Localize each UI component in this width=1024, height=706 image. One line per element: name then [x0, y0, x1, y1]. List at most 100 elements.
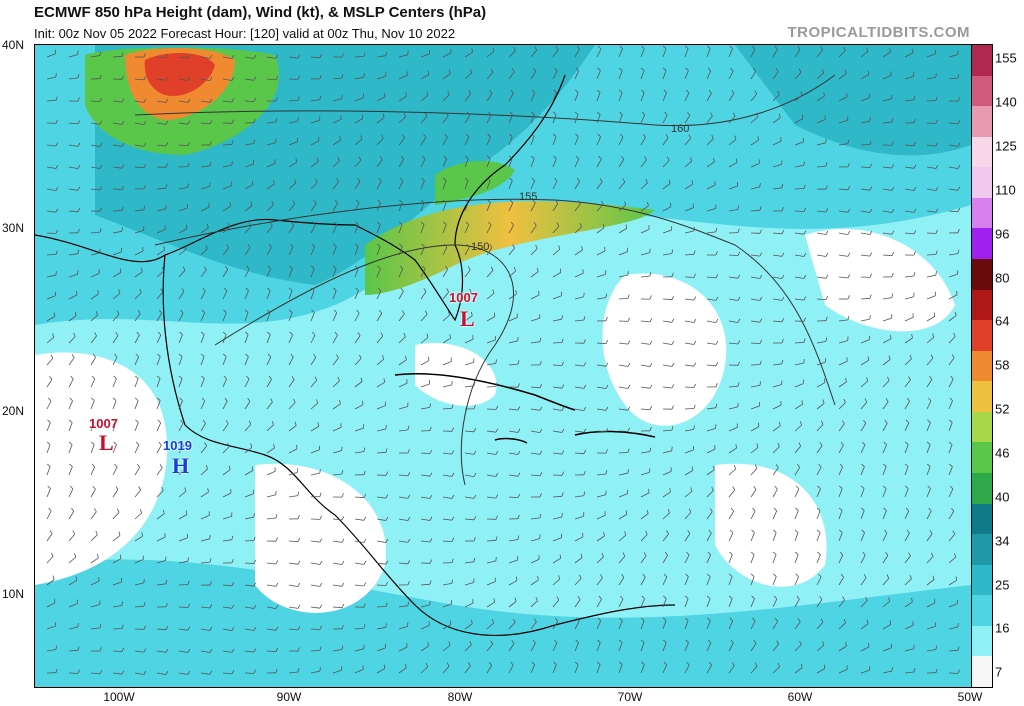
wind-barb	[684, 554, 690, 564]
wind-barb	[464, 51, 473, 58]
wind-barb-flag	[469, 640, 472, 645]
wind-barb-flag	[248, 222, 252, 227]
wind-barb-flag	[532, 199, 536, 204]
wind-barb	[618, 642, 623, 652]
wind-barb-flag	[842, 596, 845, 601]
wind-barb-flag	[795, 507, 799, 511]
wind-barb-flag	[822, 399, 825, 404]
wind-barb	[662, 92, 667, 102]
wind-barb-flag	[839, 551, 844, 556]
wind-barb	[948, 400, 953, 410]
wind-barb-flag	[645, 530, 648, 535]
wind-barb-flag	[312, 221, 316, 226]
wind-barb-flag	[715, 227, 718, 232]
wind-barb-flag	[737, 382, 740, 387]
wind-barb-flag	[376, 221, 381, 225]
wind-barb-flag	[950, 375, 954, 380]
wind-barb-flag	[579, 222, 582, 227]
wind-barb	[156, 672, 166, 675]
wind-barb-flag	[803, 338, 806, 343]
wind-barb-flag	[869, 273, 872, 278]
wind-barb	[464, 292, 472, 300]
wind-barb-flag	[801, 114, 804, 119]
wind-barb	[904, 444, 909, 454]
wind-barb-flag	[957, 74, 960, 79]
wind-barb-flag	[690, 487, 693, 492]
wind-barb	[508, 452, 518, 455]
wind-barb	[200, 400, 206, 410]
wind-barb	[948, 54, 958, 58]
wind-barb	[288, 448, 298, 454]
wind-barb-flag	[451, 450, 455, 455]
wind-barb-flag	[187, 162, 190, 167]
wind-barb-flag	[49, 530, 53, 534]
wind-barb-flag	[363, 470, 366, 475]
wind-barb-flag	[864, 398, 868, 403]
wind-barb-flag	[205, 465, 208, 470]
wind-barb	[354, 181, 361, 190]
wind-barb-flag	[134, 375, 139, 379]
wind-barb	[332, 290, 337, 300]
wind-barb	[200, 78, 210, 81]
wind-barb	[332, 450, 342, 454]
wind-barb	[266, 517, 276, 520]
wind-barb-flag	[227, 442, 230, 447]
wind-barb-flag	[820, 618, 824, 623]
wind-barb	[596, 70, 601, 80]
wind-barb-flag	[554, 177, 558, 182]
wind-barb	[948, 466, 953, 476]
wind-barb	[332, 426, 342, 432]
wind-barb	[112, 210, 123, 212]
wind-barb	[134, 605, 145, 608]
wind-barb	[684, 620, 689, 630]
wind-barb	[530, 317, 540, 322]
wind-barb	[662, 160, 670, 168]
colorbar-segment	[972, 228, 992, 259]
wind-barb	[420, 116, 428, 124]
wind-barb-flag	[201, 375, 205, 379]
wind-barb-flag	[733, 465, 737, 470]
wind-barb	[222, 247, 230, 256]
wind-barb	[816, 599, 823, 608]
wind-barb-flag	[888, 597, 891, 602]
wind-barb-flag	[77, 186, 81, 191]
wind-barb-flag	[49, 375, 53, 380]
wind-barb	[860, 120, 870, 124]
wind-barb	[794, 383, 804, 388]
wind-barb	[618, 48, 623, 58]
wind-barb	[640, 642, 645, 652]
wind-barb-flag	[315, 178, 318, 183]
wind-barb-flag	[334, 199, 338, 204]
wind-barb	[750, 276, 760, 279]
wind-barb	[200, 248, 208, 256]
wind-barb	[376, 668, 385, 674]
wind-barb	[420, 540, 430, 543]
wind-barb	[618, 386, 628, 389]
wind-barb	[112, 188, 123, 190]
wind-barb-flag	[292, 200, 296, 205]
wind-barb-flag	[583, 339, 586, 344]
wind-barb	[926, 602, 936, 608]
wind-barb-flag	[736, 158, 738, 163]
wind-barb	[882, 647, 892, 652]
wind-barb-flag	[275, 537, 278, 542]
wind-barb-flag	[596, 661, 601, 665]
wind-barb	[112, 100, 122, 103]
wind-barb-flag	[118, 531, 121, 536]
wind-barb	[134, 313, 141, 322]
wind-barb	[90, 188, 100, 191]
wind-barb-flag	[664, 111, 668, 116]
wind-barb	[46, 232, 57, 234]
cuba-coastline	[394, 372, 576, 411]
wind-barb-flag	[55, 142, 59, 147]
wind-barb	[772, 187, 782, 190]
wind-barb-flag	[575, 133, 579, 137]
wind-barb-flag	[385, 51, 388, 56]
low-pressure-value-mexico: 1007	[89, 416, 118, 431]
wind-barb	[838, 340, 848, 344]
wind-barb-flag	[363, 493, 367, 498]
wind-barb	[926, 188, 936, 191]
wind-barb-flag	[737, 340, 741, 345]
wind-barb-flag	[668, 179, 671, 184]
wind-barb	[90, 604, 100, 608]
